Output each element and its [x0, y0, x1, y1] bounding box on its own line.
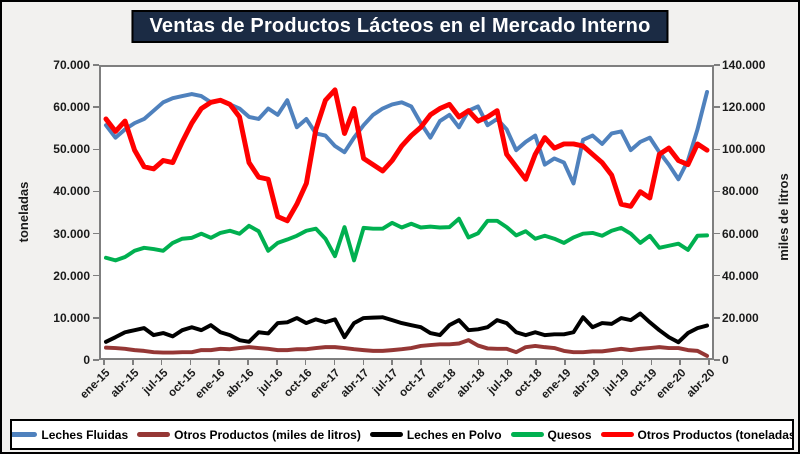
legend-swatch-icon — [600, 432, 634, 437]
y-axis-right-tick — [714, 190, 720, 193]
y-axis-left-tick — [93, 232, 99, 235]
y-axis-right-tick — [714, 64, 720, 66]
y-axis-right-label: 20.000 — [722, 310, 759, 325]
series-line-otros-productos-miles-de-litros- — [103, 338, 710, 358]
x-axis-tick — [477, 360, 480, 365]
x-axis-tick — [679, 360, 681, 365]
y-axis-right-label: 100.000 — [722, 142, 766, 157]
y-axis-left-label: 40.000 — [53, 184, 90, 199]
y-axis-left-tick — [93, 190, 99, 193]
legend-label: Otros Productos (miles de litros) — [174, 427, 361, 442]
y-axis-right-tick — [714, 232, 720, 235]
y-axis-left-tick — [93, 274, 99, 277]
legend-item: Leches Fluidas — [12, 427, 129, 442]
y-axis-right-label: 80.000 — [722, 184, 759, 199]
series-line-leches-en-polvo — [103, 311, 710, 345]
y-axis-right-label: 120.000 — [722, 100, 766, 115]
y-axis-left-tick — [93, 317, 99, 319]
y-axis-left-label: 10.000 — [53, 310, 90, 325]
legend-label: Quesos — [547, 427, 592, 442]
x-axis-tick — [564, 360, 566, 365]
y-axis-left-label: 20.000 — [53, 268, 90, 283]
legend-swatch-icon — [12, 432, 38, 437]
y-axis-left-tick — [93, 106, 99, 108]
y-axis-left-tick — [93, 359, 99, 361]
y-axis-left-label: 60.000 — [53, 100, 90, 115]
y-axis-right-label: 140.000 — [722, 58, 766, 72]
x-axis-tick — [247, 360, 249, 365]
y-axis-left-label: 50.000 — [53, 142, 90, 157]
x-axis-tick — [535, 360, 537, 365]
legend-swatch-icon — [369, 432, 403, 437]
legend-item: Quesos — [510, 427, 592, 442]
x-axis-tick — [189, 360, 192, 365]
legend: Leches Fluidas Otros Productos (miles de … — [10, 419, 794, 450]
y-axis-right-tick — [714, 106, 720, 108]
x-axis-tick — [304, 360, 307, 365]
x-axis-tick — [391, 360, 393, 365]
y-axis-right-tick — [714, 274, 720, 277]
plot-area — [99, 65, 714, 360]
x-axis-tick — [362, 360, 365, 365]
x-axis-tick — [448, 360, 451, 365]
series-line-otros-productos-toneladas- — [103, 87, 710, 224]
x-axis-tick — [420, 360, 422, 365]
x-axis-tick — [333, 360, 336, 365]
legend-label: Leches en Polvo — [406, 427, 502, 442]
legend-swatch-icon — [510, 432, 544, 437]
x-axis-tick — [103, 360, 105, 365]
plot-svg — [103, 87, 710, 358]
legend-item: Otros Productos (miles de litros) — [137, 428, 361, 442]
y-axis-left-label: 70.000 — [53, 58, 90, 72]
y-axis-right-tick — [714, 359, 720, 361]
series-line-quesos — [103, 216, 710, 263]
x-axis-tick — [650, 360, 653, 365]
series-line-leches-fluidas — [103, 89, 710, 186]
legend-label: Leches Fluidas — [41, 427, 129, 442]
chart-title: Ventas de Productos Lácteos en el Mercad… — [131, 10, 669, 43]
legend-item: Otros Productos (toneladas) — [600, 427, 794, 442]
y-axis-left-tick — [93, 148, 99, 151]
x-axis-tick — [160, 360, 163, 365]
y-axis-right-label: 40.000 — [722, 268, 759, 283]
right-axis-title: miles de litros — [776, 173, 791, 261]
x-axis-tick — [593, 360, 595, 365]
y-axis-left-label: 30.000 — [53, 226, 90, 241]
y-axis-right-label: 0 — [722, 353, 729, 367]
x-axis-tick — [276, 360, 278, 365]
x-axis-tick — [621, 360, 624, 365]
legend-swatch-icon — [137, 432, 171, 437]
x-axis-tick — [132, 360, 134, 365]
x-axis-tick — [218, 360, 220, 365]
y-axis-right-label: 60.000 — [722, 226, 759, 241]
y-axis-right-tick — [714, 317, 720, 319]
x-axis-tick — [506, 360, 509, 365]
left-axis-title: toneladas — [16, 181, 31, 243]
y-axis-right-tick — [714, 148, 720, 151]
legend-label: Otros Productos (toneladas) — [637, 427, 794, 442]
y-axis-left-tick — [93, 64, 99, 66]
legend-item: Leches en Polvo — [369, 427, 502, 442]
x-axis-tick — [708, 360, 710, 365]
y-axis-left-label: 0 — [83, 353, 90, 367]
